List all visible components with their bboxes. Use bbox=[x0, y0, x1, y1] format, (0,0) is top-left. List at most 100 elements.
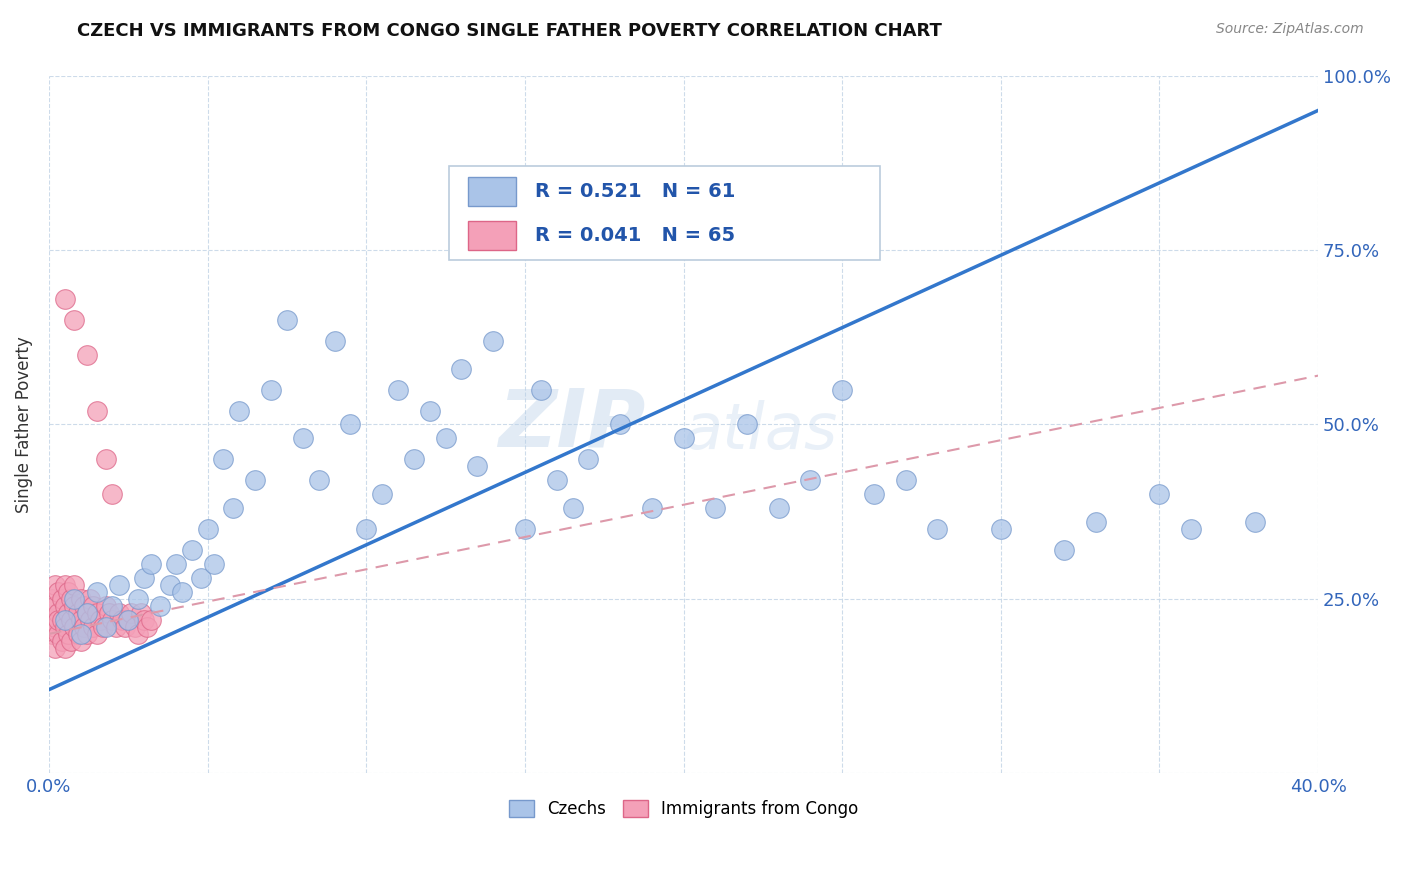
Point bbox=[1149, 487, 1171, 501]
Point bbox=[44, 620, 66, 634]
Point bbox=[465, 459, 488, 474]
Point bbox=[419, 403, 441, 417]
Point bbox=[56, 606, 79, 620]
Point bbox=[79, 613, 101, 627]
Point bbox=[63, 620, 86, 634]
Point bbox=[117, 613, 139, 627]
Point bbox=[44, 599, 66, 613]
Point bbox=[89, 613, 111, 627]
Point bbox=[73, 620, 96, 634]
Point bbox=[202, 557, 225, 571]
Point bbox=[53, 620, 76, 634]
Point bbox=[94, 599, 117, 613]
Point bbox=[63, 591, 86, 606]
Point bbox=[82, 620, 104, 634]
Point bbox=[76, 348, 98, 362]
Point bbox=[69, 591, 91, 606]
Point bbox=[60, 613, 83, 627]
Point bbox=[222, 501, 245, 516]
Point bbox=[69, 627, 91, 641]
Point bbox=[63, 313, 86, 327]
Point bbox=[53, 578, 76, 592]
Point bbox=[799, 473, 821, 487]
Point bbox=[139, 557, 162, 571]
Y-axis label: Single Father Poverty: Single Father Poverty bbox=[15, 336, 32, 513]
Point bbox=[576, 452, 599, 467]
Point bbox=[159, 578, 181, 592]
Text: ZIP: ZIP bbox=[498, 385, 645, 464]
Point bbox=[66, 606, 89, 620]
Point bbox=[51, 633, 73, 648]
Point bbox=[434, 432, 457, 446]
Point bbox=[260, 383, 283, 397]
Point bbox=[53, 292, 76, 306]
Point bbox=[990, 522, 1012, 536]
Point bbox=[48, 585, 70, 599]
Point bbox=[48, 627, 70, 641]
Point bbox=[1085, 515, 1108, 529]
Point bbox=[76, 627, 98, 641]
Point bbox=[101, 599, 124, 613]
Point bbox=[136, 620, 159, 634]
Point bbox=[63, 599, 86, 613]
Point bbox=[98, 606, 121, 620]
Point bbox=[94, 452, 117, 467]
Point bbox=[735, 417, 758, 432]
Point bbox=[91, 620, 114, 634]
Point bbox=[165, 557, 187, 571]
Point bbox=[44, 640, 66, 655]
Point bbox=[402, 452, 425, 467]
Point bbox=[134, 613, 156, 627]
Point bbox=[86, 606, 108, 620]
Point bbox=[127, 627, 149, 641]
Point bbox=[56, 627, 79, 641]
Point bbox=[172, 585, 194, 599]
Point bbox=[86, 627, 108, 641]
FancyBboxPatch shape bbox=[468, 220, 516, 250]
Point bbox=[53, 613, 76, 627]
Point bbox=[127, 591, 149, 606]
Point bbox=[41, 591, 63, 606]
Point bbox=[69, 613, 91, 627]
Point bbox=[530, 383, 553, 397]
Point bbox=[107, 606, 129, 620]
Point bbox=[308, 473, 330, 487]
Point bbox=[60, 591, 83, 606]
Point bbox=[768, 501, 790, 516]
Point bbox=[69, 633, 91, 648]
Point bbox=[41, 627, 63, 641]
Point bbox=[48, 613, 70, 627]
Text: CZECH VS IMMIGRANTS FROM CONGO SINGLE FATHER POVERTY CORRELATION CHART: CZECH VS IMMIGRANTS FROM CONGO SINGLE FA… bbox=[77, 22, 942, 40]
Point bbox=[86, 585, 108, 599]
Point bbox=[190, 571, 212, 585]
Point bbox=[546, 473, 568, 487]
Text: Source: ZipAtlas.com: Source: ZipAtlas.com bbox=[1216, 22, 1364, 37]
Point bbox=[641, 501, 664, 516]
Point bbox=[79, 591, 101, 606]
Point bbox=[51, 613, 73, 627]
Point bbox=[339, 417, 361, 432]
Point bbox=[387, 383, 409, 397]
Point bbox=[323, 334, 346, 348]
FancyBboxPatch shape bbox=[449, 166, 880, 260]
Point bbox=[561, 501, 583, 516]
Point bbox=[276, 313, 298, 327]
Point bbox=[53, 599, 76, 613]
Point bbox=[149, 599, 172, 613]
Point bbox=[48, 606, 70, 620]
Point bbox=[1180, 522, 1202, 536]
Point bbox=[927, 522, 949, 536]
Point bbox=[831, 383, 853, 397]
Point bbox=[291, 432, 314, 446]
Point bbox=[53, 640, 76, 655]
Point bbox=[117, 613, 139, 627]
Point bbox=[76, 606, 98, 620]
Text: R = 0.041   N = 65: R = 0.041 N = 65 bbox=[536, 226, 735, 244]
Point bbox=[86, 403, 108, 417]
Point bbox=[672, 432, 695, 446]
Point bbox=[41, 613, 63, 627]
Point bbox=[180, 543, 202, 558]
Point bbox=[450, 361, 472, 376]
Text: R = 0.521   N = 61: R = 0.521 N = 61 bbox=[536, 182, 735, 201]
Point bbox=[356, 522, 378, 536]
